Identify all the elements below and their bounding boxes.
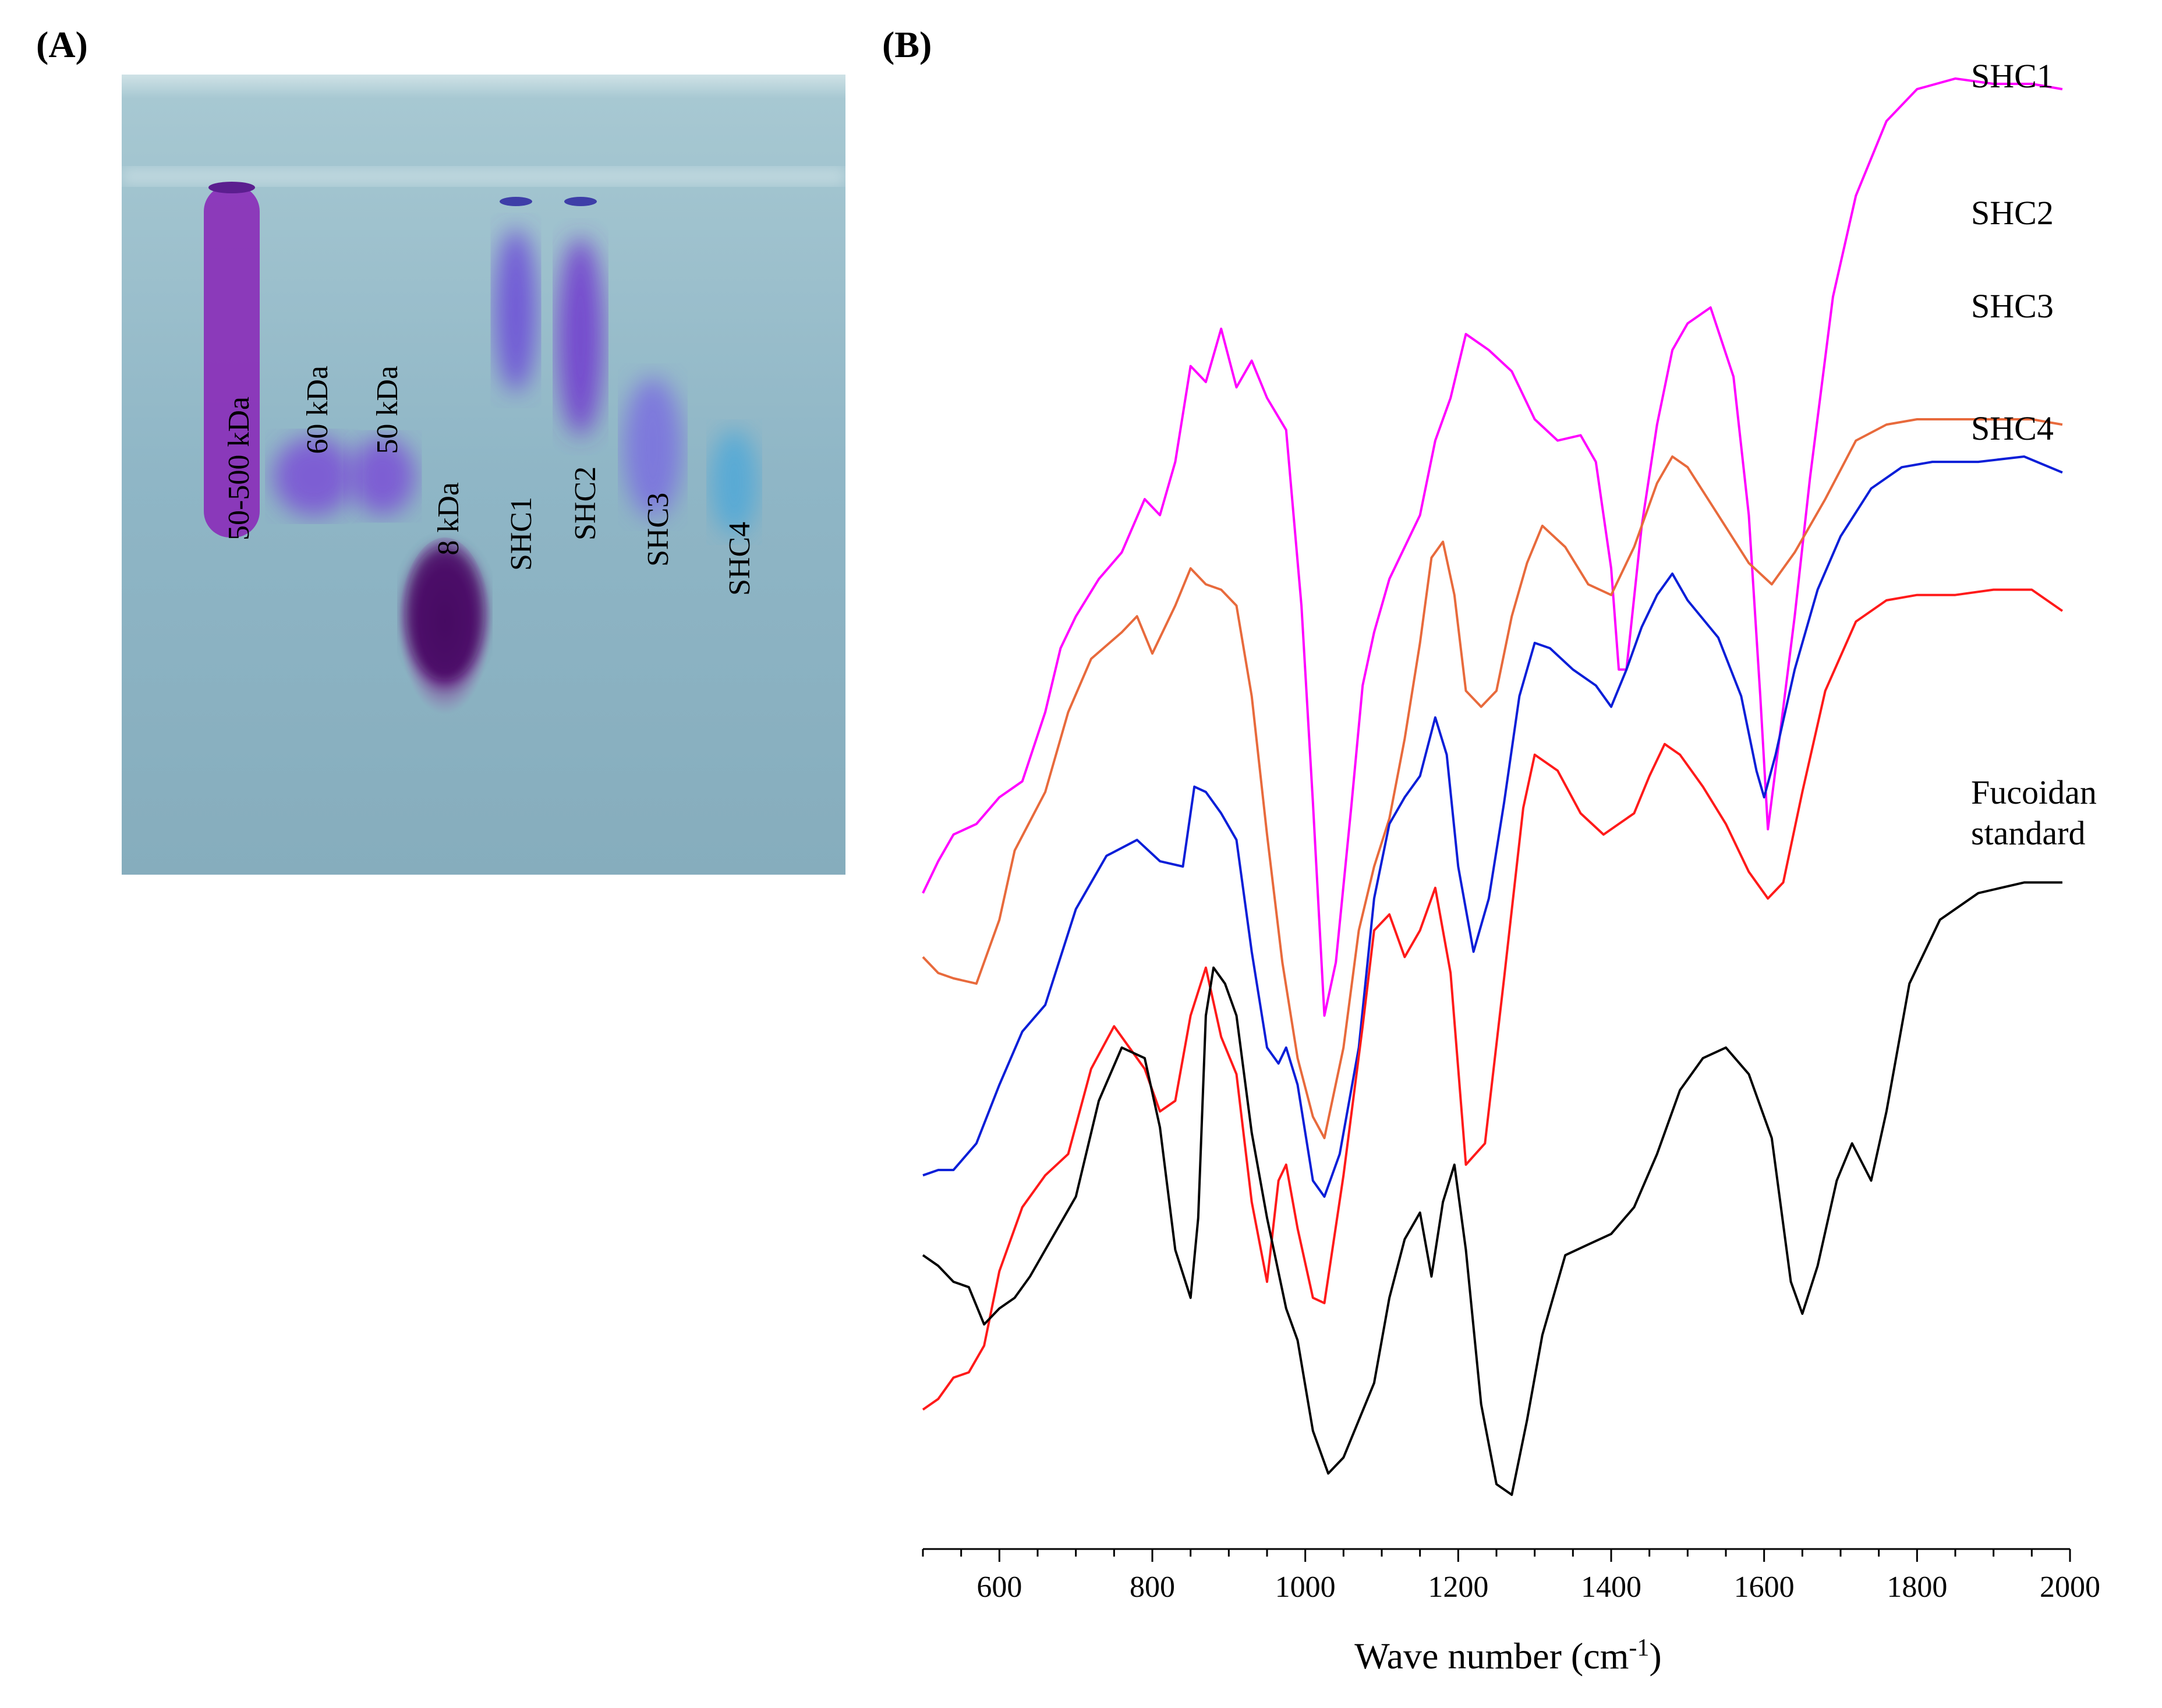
x-tick-label: 1800	[1887, 1571, 1947, 1604]
gel-band-7	[624, 377, 682, 517]
panel-b-label: (B)	[882, 24, 932, 65]
gel-band-3	[350, 438, 415, 515]
ftir-chart-svg: SHC1 SHC2 SHC3 SHC4 Fucoidan standard 600 800 1…	[922, 57, 2100, 1677]
series-line-shc2	[922, 418, 2063, 1140]
gel-wells	[122, 168, 845, 185]
lane-label-8: SHC4	[723, 522, 756, 596]
x-tick-label: 600	[976, 1571, 1022, 1604]
series-label-4: SHC4	[1971, 409, 2054, 447]
x-tick-label: 1000	[1275, 1571, 1336, 1604]
series-line-shc3	[922, 455, 2063, 1198]
x-tick-label: 1400	[1581, 1571, 1641, 1604]
lane-label-2: 60 kDa	[301, 366, 334, 454]
panel-a-label: (A)	[36, 24, 88, 65]
gel-photo: 50-500 kDa 60 kDa 50 kDa 8 kDa SHC1 SHC2 SHC3 S…	[122, 75, 845, 875]
ftir-chart: SHC1 SHC2 SHC3 SHC4 Fucoidan standard 600 800 1…	[873, 35, 2154, 1700]
lane-label-4: 8 kDa	[432, 482, 465, 556]
x-tick-label: 2000	[2040, 1571, 2100, 1604]
gel-band-6	[557, 238, 604, 436]
lane-label-5: SHC1	[505, 497, 538, 571]
gel-band-1	[204, 185, 260, 537]
lane-label-7: SHC3	[642, 493, 675, 567]
gel-band-5	[495, 229, 537, 392]
x-axis: 600 800 1000 1200 1400 1600 1800 2000 Wave numb…	[922, 1548, 2100, 1677]
gel-band-6-well	[564, 197, 597, 206]
lane-label-3: 50 kDa	[371, 366, 404, 454]
lane-label-1: 50-500 kDa	[222, 397, 256, 540]
series-line-shc4	[922, 588, 2064, 1411]
x-tick-label: 1600	[1734, 1571, 1795, 1604]
series-label-5: Fucoidan standard	[1971, 773, 2097, 852]
x-axis-label: Wave number (cm-1)	[1354, 1635, 1661, 1677]
gel-band-4-core	[405, 546, 484, 681]
lane-label-6: SHC2	[569, 466, 602, 540]
gel-band-1-well	[208, 182, 255, 193]
series-label-3: SHC3	[1971, 287, 2054, 325]
series-label-1: SHC1	[1971, 57, 2054, 95]
gel-band-2	[273, 437, 355, 516]
gel-band-5-well	[500, 197, 532, 206]
x-tick-label: 1200	[1428, 1571, 1488, 1604]
gel-band-8	[711, 430, 758, 535]
gel-image: 50-500 kDa 60 kDa 50 kDa 8 kDa SHC1 SHC2 SHC3 S…	[122, 75, 845, 875]
series-line-shc1	[922, 77, 2063, 1017]
series-label-2: SHC2	[1971, 194, 2054, 232]
series-line-fucoidan-standard	[922, 881, 2062, 1496]
x-tick-label: 800	[1130, 1571, 1175, 1604]
